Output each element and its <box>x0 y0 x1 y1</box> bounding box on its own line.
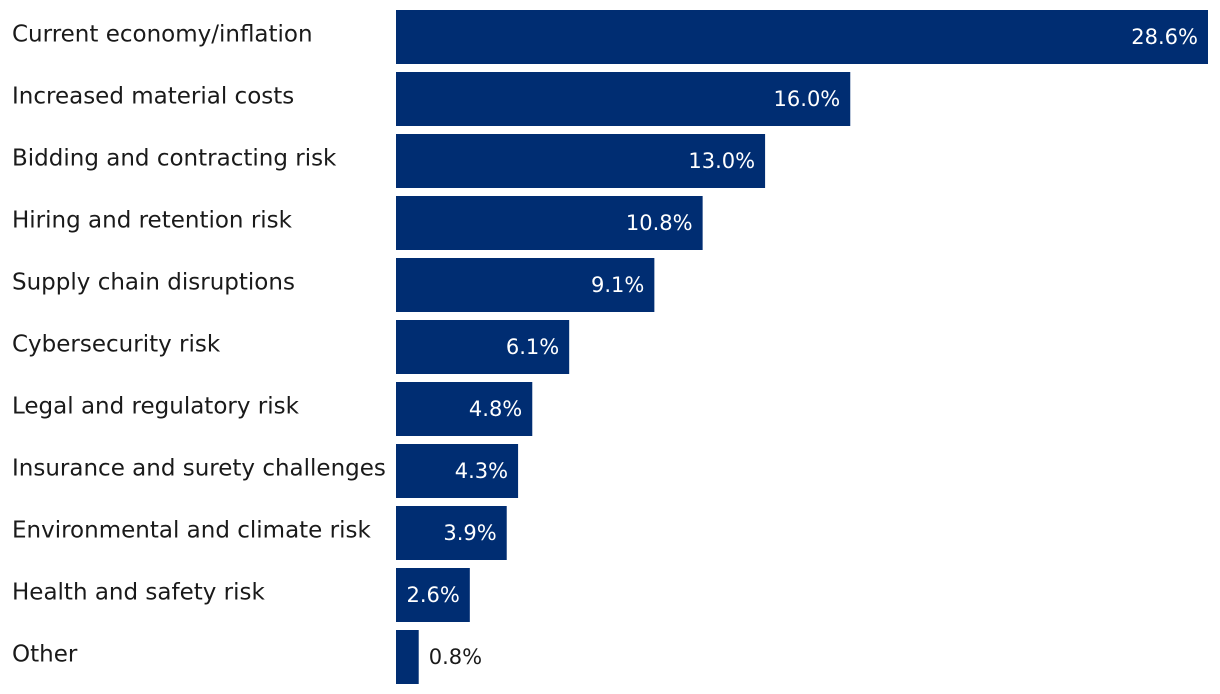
category-label: Current economy/inflation <box>12 22 313 48</box>
bar <box>396 506 507 560</box>
bar <box>396 320 570 374</box>
category-label: Insurance and surety challenges <box>12 456 386 482</box>
category-label: Health and safety risk <box>12 580 266 606</box>
value-label: 0.8% <box>429 645 482 669</box>
value-label: 9.1% <box>591 273 644 297</box>
value-label: 10.8% <box>626 211 693 235</box>
bar <box>396 382 533 436</box>
category-label: Bidding and contracting risk <box>12 146 337 172</box>
bars-group: 28.6% 16.0% 13.0% 10.8% 9.1% 6.1% 4.8% 4.3% 3.9%… <box>396 10 1208 684</box>
value-label: 4.8% <box>469 397 522 421</box>
category-label: Increased material costs <box>12 84 294 110</box>
bar <box>396 444 519 498</box>
value-label: 28.6% <box>1131 25 1198 49</box>
value-label: 16.0% <box>774 87 841 111</box>
category-labels-group: Current economy/inflation Increased mater… <box>12 22 386 668</box>
bar <box>396 630 419 684</box>
bar <box>396 568 470 622</box>
bar <box>396 134 766 188</box>
category-label: Cybersecurity risk <box>12 332 221 358</box>
value-label: 2.6% <box>406 583 459 607</box>
category-label: Supply chain disruptions <box>12 270 295 296</box>
value-label: 4.3% <box>455 459 508 483</box>
value-label: 3.9% <box>443 521 496 545</box>
value-label: 13.0% <box>688 149 755 173</box>
category-label: Legal and regulatory risk <box>12 394 300 420</box>
bar <box>396 196 703 250</box>
value-label: 6.1% <box>506 335 559 359</box>
category-label: Other <box>12 642 78 668</box>
category-label: Environmental and climate risk <box>12 518 371 544</box>
bar <box>396 10 1208 64</box>
bar <box>396 72 851 126</box>
bar <box>396 258 655 312</box>
category-label: Hiring and retention risk <box>12 208 293 234</box>
